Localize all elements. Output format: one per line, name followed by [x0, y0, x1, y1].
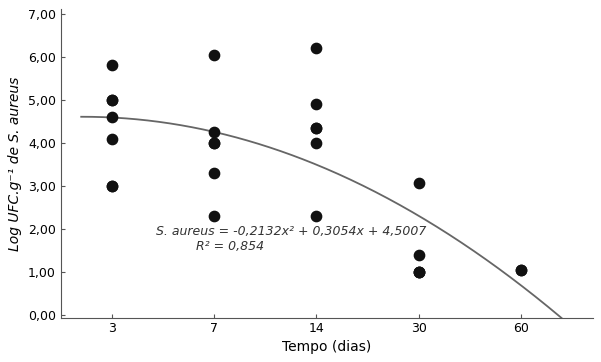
- Point: [312, 45, 322, 51]
- Point: [312, 140, 322, 146]
- Point: [107, 136, 117, 142]
- Point: [516, 267, 526, 273]
- Point: [209, 140, 219, 146]
- Point: [414, 252, 424, 258]
- Y-axis label: Log UFC.g⁻¹ de S. aureus: Log UFC.g⁻¹ de S. aureus: [8, 76, 22, 251]
- Point: [107, 114, 117, 120]
- Point: [209, 214, 219, 219]
- Point: [209, 140, 219, 146]
- Point: [312, 125, 322, 131]
- Point: [312, 214, 322, 219]
- Point: [516, 267, 526, 273]
- Point: [107, 63, 117, 68]
- Point: [107, 97, 117, 103]
- Point: [414, 269, 424, 275]
- Point: [414, 269, 424, 275]
- Point: [312, 125, 322, 131]
- Text: S. aureus = -0,2132x² + 0,3054x + 4,5007
          R² = 0,854: S. aureus = -0,2132x² + 0,3054x + 4,5007…: [156, 225, 427, 253]
- Point: [209, 171, 219, 176]
- Point: [414, 269, 424, 275]
- Point: [312, 101, 322, 107]
- Point: [107, 183, 117, 189]
- Point: [414, 180, 424, 186]
- Point: [209, 129, 219, 135]
- Point: [107, 183, 117, 189]
- Point: [107, 97, 117, 103]
- X-axis label: Tempo (dias): Tempo (dias): [282, 340, 371, 354]
- Point: [209, 52, 219, 58]
